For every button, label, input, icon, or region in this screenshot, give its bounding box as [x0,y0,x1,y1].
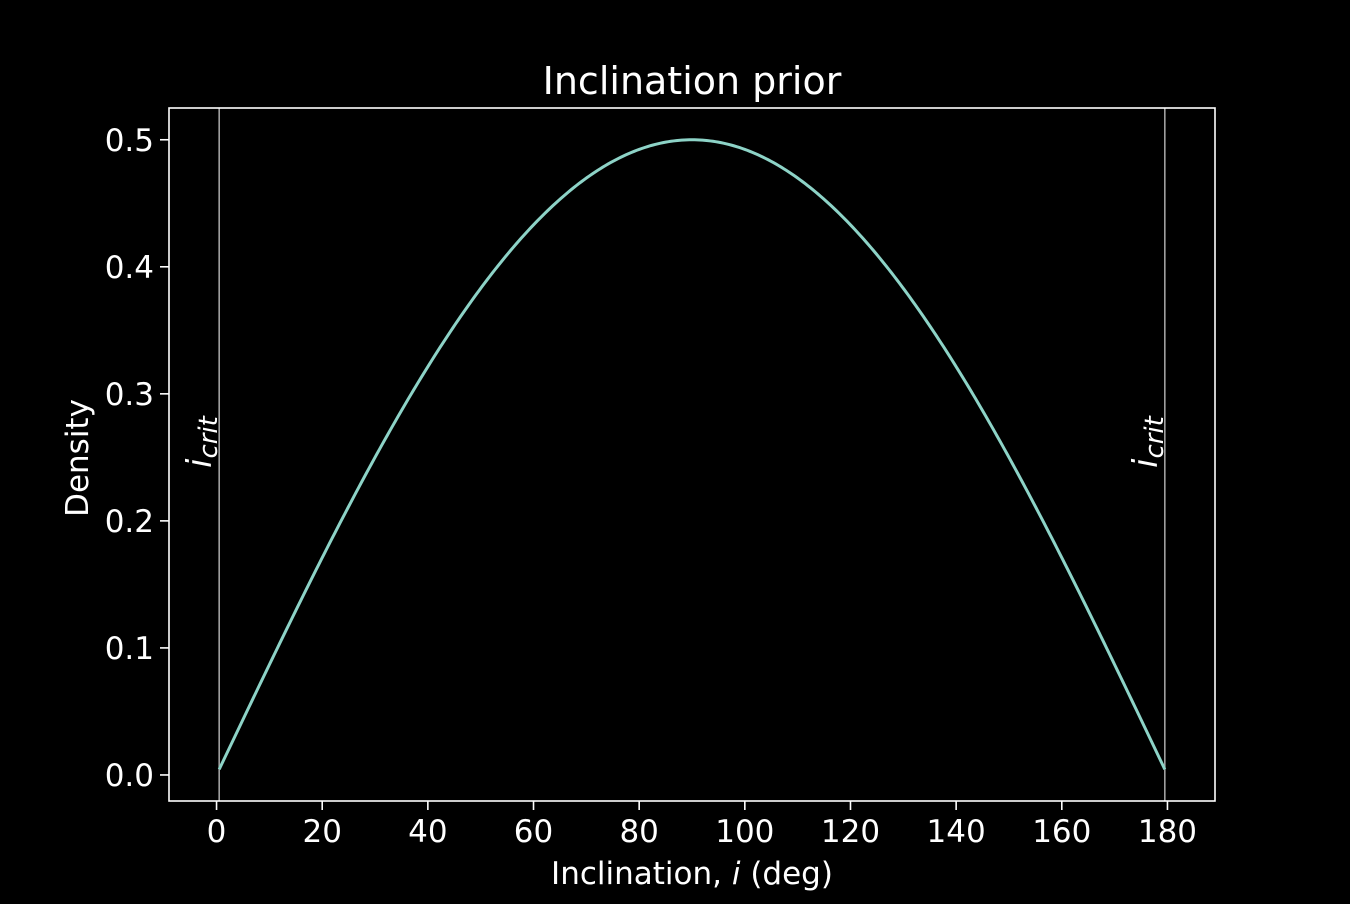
y-axis: 0.0 0.1 0.2 0.3 0.4 0.5 [105,123,169,794]
x-tick-label-100: 100 [715,814,774,850]
x-axis-label: Inclination, i (deg) [551,856,833,892]
axes-frame [168,107,1216,802]
x-tick-label-140: 140 [927,814,986,850]
chart-title: Inclination prior [543,59,842,103]
icrit-label-2: icrit [1126,415,1170,468]
x-tick-label-40: 40 [408,814,447,850]
y-tick-label-5: 0.5 [105,123,154,159]
x-tick-label-180: 180 [1138,814,1197,850]
x-tick-label-0: 0 [207,814,227,850]
x-tick-label-160: 160 [1032,814,1091,850]
x-tick-label-20: 20 [302,814,341,850]
x-tick-label-60: 60 [514,814,553,850]
icrit-label-1: icrit [180,415,224,468]
x-tick-label-80: 80 [619,814,658,850]
y-axis-label: Density [60,399,96,517]
density-curve [217,138,1167,771]
y-tick-label-3: 0.3 [105,377,154,413]
y-tick-label-0: 0.0 [105,758,154,794]
y-tick-label-2: 0.2 [105,504,154,540]
x-axis: 0 20 40 60 80 100 120 140 160 180 [207,801,1197,850]
plot-area: icrit icrit [180,108,1170,801]
y-tick-label-4: 0.4 [105,250,154,286]
x-tick-label-120: 120 [821,814,880,850]
y-tick-label-1: 0.1 [105,631,154,667]
